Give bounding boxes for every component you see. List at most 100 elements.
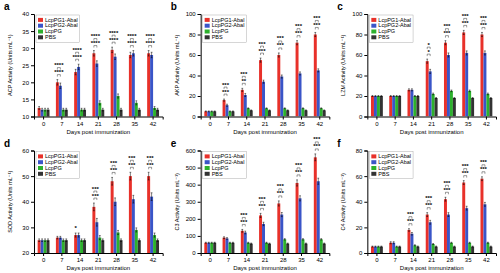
y-tick: 40: [356, 73, 368, 79]
x-axis-line: [35, 117, 164, 120]
bar: [83, 240, 86, 253]
bar-series: [207, 69, 319, 117]
error-bar: [411, 233, 413, 236]
error-bar: [157, 239, 159, 242]
x-tick: 28: [447, 253, 454, 263]
x-tick-label: 14: [243, 257, 250, 263]
bar: [314, 35, 317, 117]
bar: [489, 98, 492, 116]
y-tick: 80: [189, 32, 201, 38]
bar-series: [210, 108, 322, 117]
x-tick-mark: [431, 117, 432, 120]
significance-label: ***: [407, 218, 415, 224]
bar: [410, 234, 413, 253]
error-bar: [78, 64, 80, 69]
error-bar: [278, 201, 280, 206]
y-tick-mark: [198, 219, 201, 220]
y-tick-mark: [364, 253, 367, 254]
bar: [117, 96, 120, 117]
y-tick-label: 40: [356, 73, 363, 79]
x-tick: 42: [483, 117, 490, 127]
plot-area: [38, 47, 159, 116]
x-tick-label: 42: [150, 257, 157, 263]
x-tick-mark: [116, 253, 117, 256]
bar: [416, 247, 419, 253]
bar: [244, 233, 247, 254]
significance-label: ****: [109, 37, 119, 43]
error-bar: [469, 90, 471, 92]
y-tick-mark: [198, 14, 201, 15]
significance-label: ***: [277, 190, 285, 196]
y-tick: 100: [352, 11, 367, 17]
y-tick: 0: [192, 114, 200, 120]
error-bar: [472, 98, 474, 99]
x-tick-label: 21: [262, 257, 269, 263]
x-tick-label: 35: [131, 121, 138, 127]
error-bar: [484, 202, 486, 206]
bar: [413, 245, 416, 253]
x-tick: 28: [280, 253, 287, 263]
bar: [120, 240, 123, 253]
x-tick-label: 28: [113, 121, 120, 127]
bar: [65, 240, 68, 253]
y-axis-line: [198, 15, 202, 118]
x-tick: 0: [375, 253, 379, 263]
y-tick-label: 20: [22, 80, 29, 86]
y-tick: 40: [22, 199, 34, 205]
panel-label: a: [4, 1, 10, 12]
y-axis: 020406080100: [352, 11, 368, 120]
x-tick: 21: [262, 117, 269, 127]
error-bar: [56, 236, 58, 239]
bar-series: [377, 90, 489, 116]
y-tick-label: 40: [22, 199, 29, 205]
bar: [95, 222, 98, 253]
error-bar: [41, 239, 43, 242]
annotations: ******************************: [407, 159, 488, 225]
x-tick-label: 21: [95, 121, 102, 127]
error-bar: [129, 172, 131, 180]
error-bar: [490, 98, 492, 99]
y-tick: 40: [22, 11, 34, 17]
bar: [483, 53, 486, 117]
legend-frame: [203, 152, 247, 179]
x-tick: 7: [60, 117, 64, 127]
significance-label: ***: [313, 15, 321, 21]
y-axis: 0100200300400500600: [186, 148, 202, 256]
x-tick: 21: [95, 253, 102, 263]
bar: [450, 243, 453, 253]
legend-swatch: [205, 172, 210, 176]
bar: [80, 240, 83, 253]
y-tick-mark: [198, 202, 201, 203]
bar: [489, 247, 492, 253]
significance-label: ***: [128, 162, 136, 168]
y-tick-mark: [364, 227, 367, 228]
x-tick: 28: [447, 117, 454, 127]
y-tick-label: 0: [359, 114, 363, 120]
bar: [207, 243, 210, 253]
bar: [129, 55, 132, 117]
bar: [317, 181, 320, 253]
x-tick-label: 0: [375, 121, 379, 127]
x-tick-mark: [134, 117, 135, 120]
significance-label: ***: [295, 30, 303, 36]
error-bar: [81, 239, 83, 242]
x-tick-label: 35: [465, 121, 472, 127]
x-tick-label: 28: [447, 257, 454, 263]
x-axis: 071421283542: [35, 117, 164, 127]
error-bar: [296, 41, 298, 45]
error-bar: [417, 246, 419, 247]
error-bar: [287, 109, 289, 111]
x-tick-mark: [301, 117, 302, 120]
y-axis-line: [364, 15, 368, 118]
bar: [453, 98, 456, 116]
y-tick-mark: [198, 117, 201, 118]
legend-swatch: [205, 30, 210, 34]
bar-series: [374, 202, 486, 253]
y-tick-mark: [198, 151, 201, 152]
x-tick-mark: [43, 117, 44, 120]
x-tick-mark: [413, 117, 414, 120]
bar: [296, 43, 299, 117]
x-tick: 35: [298, 253, 305, 263]
bar: [283, 108, 286, 116]
bar: [462, 183, 465, 253]
